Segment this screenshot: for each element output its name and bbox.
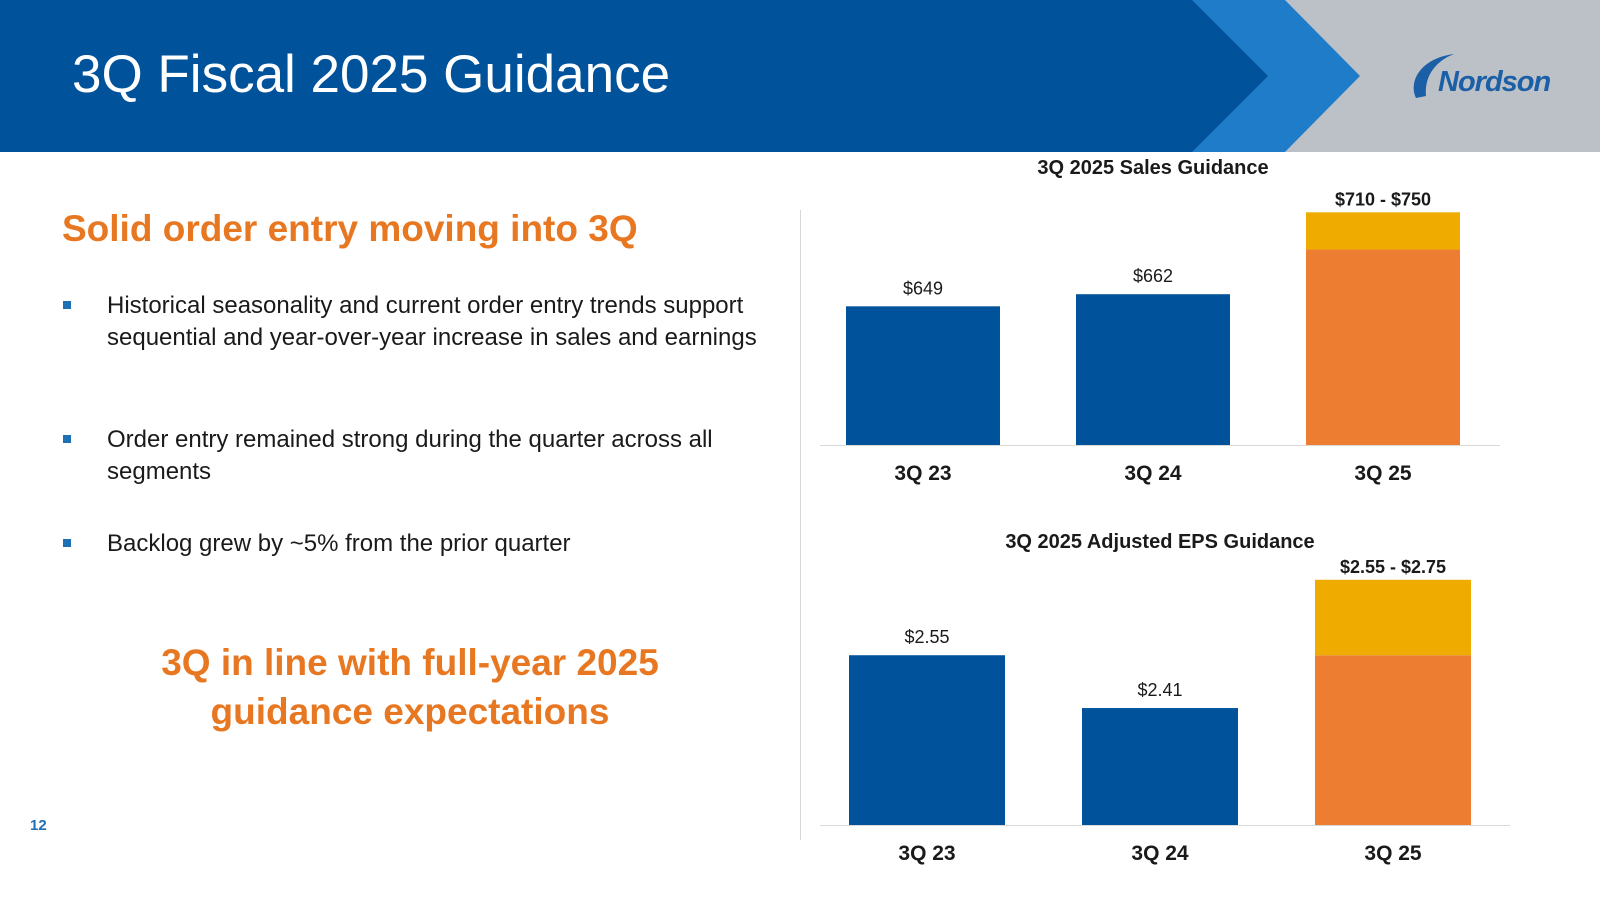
bullet-square-icon — [63, 539, 71, 547]
conclusion-line-2: guidance expectations — [210, 691, 610, 732]
bar-3q-24 — [1082, 708, 1238, 825]
bullet-item: Order entry remained strong during the q… — [62, 424, 762, 528]
eps-guidance-chart: 3Q 2025 Adjusted EPS Guidance $2.55 3Q 23 $… — [812, 530, 1550, 900]
category-tick-label: 3Q 24 — [1131, 842, 1189, 865]
logo-swoosh-icon — [1413, 54, 1454, 98]
guidance-range-segment — [1306, 212, 1460, 250]
bar-value-label: $2.55 — [904, 627, 949, 647]
bar-3q-23 — [849, 655, 1005, 825]
bullet-item: Historical seasonality and current order… — [62, 290, 762, 424]
bullet-square-icon — [63, 301, 71, 309]
sales-guidance-chart-svg: 3Q 2025 Sales Guidance $649 3Q 23 $662 3Q 24… — [810, 157, 1500, 485]
header-banner — [0, 0, 1600, 152]
page-number: 12 — [30, 817, 47, 834]
bar-3q-23 — [846, 306, 1000, 445]
logo-wordmark: Nordson — [1438, 66, 1551, 98]
category-tick-label: 3Q 23 — [898, 842, 955, 865]
bullet-item: Backlog grew by ~5% from the prior quart… — [62, 528, 762, 560]
bullet-square-icon — [63, 435, 71, 443]
chart-title: 3Q 2025 Sales Guidance — [1037, 157, 1268, 179]
category-tick-label: 3Q 23 — [894, 462, 951, 485]
category-tick-label: 3Q 24 — [1124, 462, 1182, 485]
vertical-divider — [800, 210, 801, 840]
category-tick-label: 3Q 25 — [1364, 842, 1422, 865]
bullet-text: Order entry remained strong during the q… — [107, 426, 713, 485]
bullet-list: Historical seasonality and current order… — [62, 290, 762, 560]
header-dark-band — [0, 0, 1268, 152]
bar-3q-24 — [1076, 294, 1230, 445]
guidance-range-label: $2.55 - $2.75 — [1340, 557, 1446, 577]
bar-value-label: $662 — [1133, 266, 1173, 286]
conclusion-line-1: 3Q in line with full-year 2025 — [161, 642, 659, 683]
section-headline: Solid order entry moving into 3Q — [62, 208, 638, 249]
conclusion-callout: 3Q in line with full-year 2025 guidance … — [60, 638, 760, 736]
bar-value-label: $649 — [903, 278, 943, 298]
nordson-logo: Nordson — [1408, 50, 1551, 102]
sales-guidance-chart: 3Q 2025 Sales Guidance $649 3Q 23 $662 3Q 24… — [810, 150, 1550, 510]
eps-guidance-chart-svg: 3Q 2025 Adjusted EPS Guidance $2.55 3Q 23 $… — [812, 531, 1510, 865]
bar-3q-25 — [1306, 249, 1460, 445]
slide-header: 3Q Fiscal 2025 Guidance Nordson — [0, 0, 1600, 152]
guidance-range-label: $710 - $750 — [1335, 189, 1431, 209]
bullet-text: Historical seasonality and current order… — [107, 292, 757, 351]
category-tick-label: 3Q 25 — [1354, 462, 1412, 485]
page-title: 3Q Fiscal 2025 Guidance — [72, 45, 671, 104]
bullet-text: Backlog grew by ~5% from the prior quart… — [107, 530, 571, 557]
bar-value-label: $2.41 — [1137, 680, 1182, 700]
chart-title: 3Q 2025 Adjusted EPS Guidance — [1005, 531, 1314, 553]
guidance-range-segment — [1315, 579, 1471, 656]
bar-3q-25 — [1315, 655, 1471, 825]
